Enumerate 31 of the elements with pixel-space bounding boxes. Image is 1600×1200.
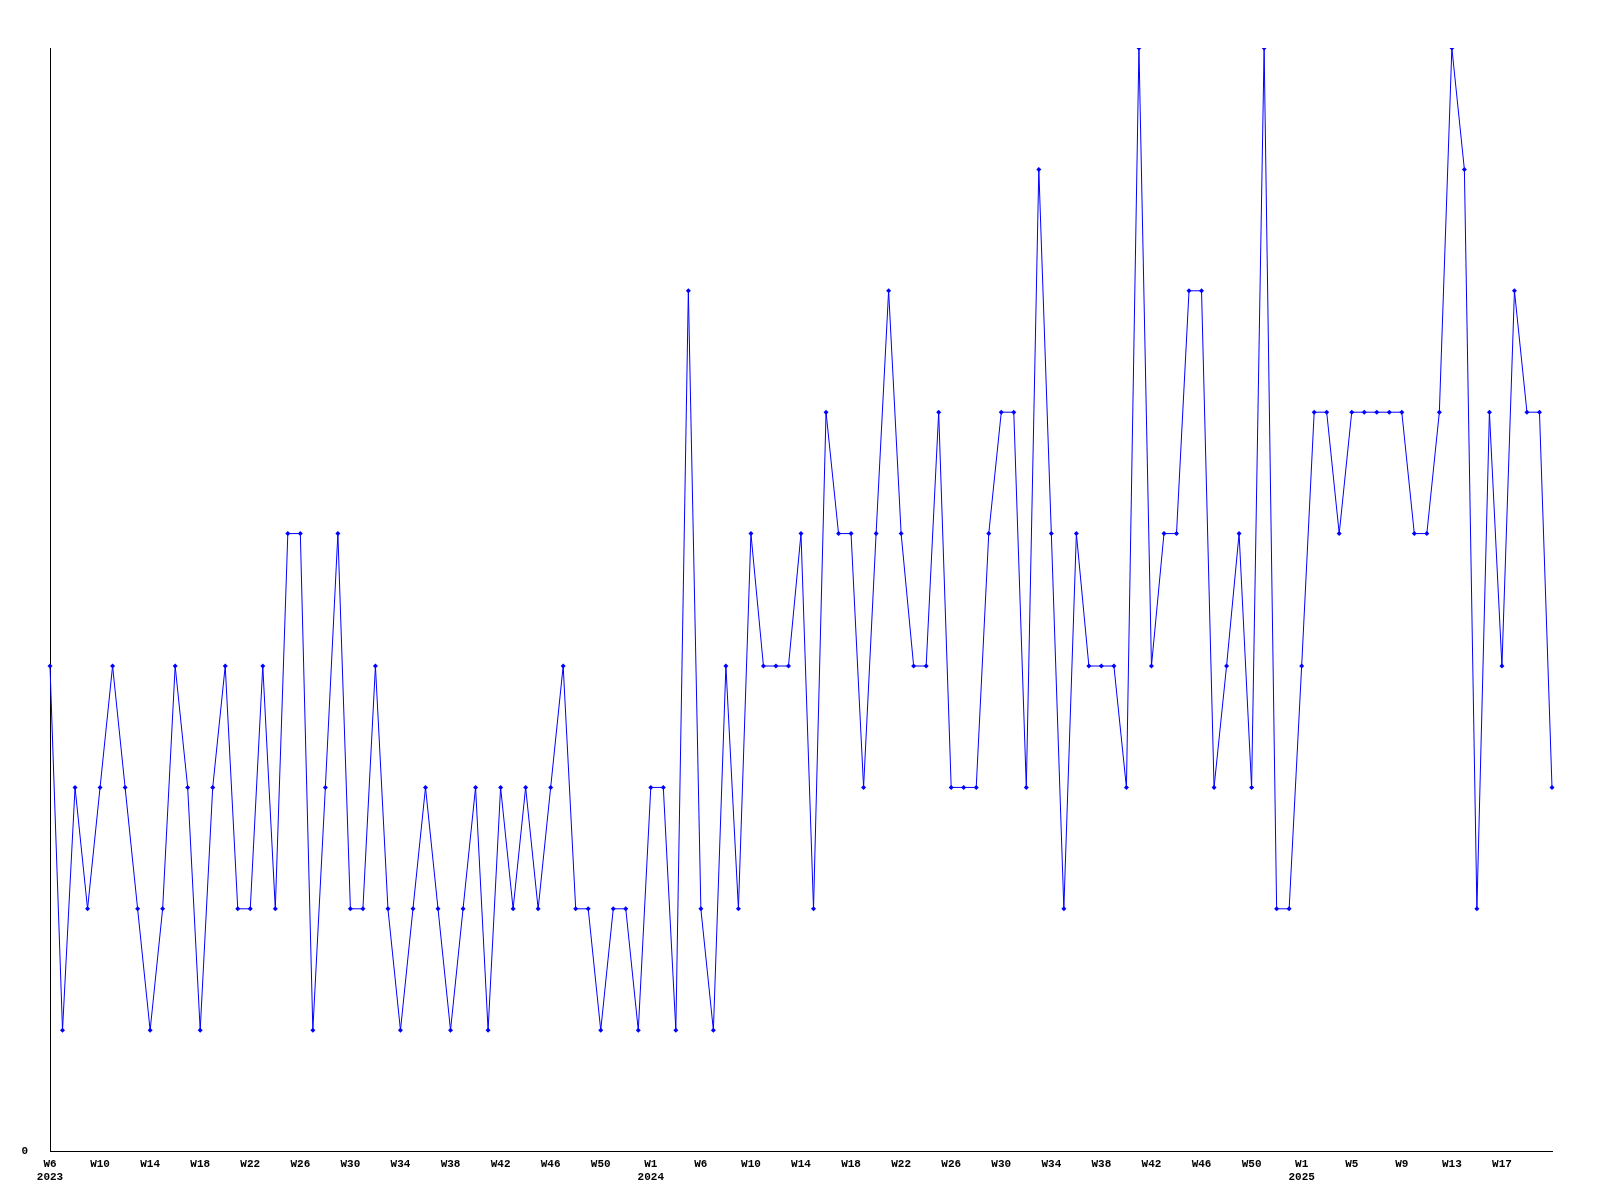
x-tick-label: W30 bbox=[991, 1157, 1012, 1170]
x-tick-label: W18 bbox=[190, 1157, 211, 1170]
x-tick-label: W34 bbox=[1041, 1157, 1062, 1170]
x-tick-label: W6 2023 bbox=[36, 1157, 64, 1184]
x-tick-label: W10 bbox=[90, 1157, 110, 1170]
x-tick-label: W14 bbox=[791, 1157, 812, 1170]
x-tick-label: W34 bbox=[390, 1157, 411, 1170]
x-tick-label: W22 bbox=[891, 1157, 912, 1170]
x-tick-label: W50 bbox=[590, 1157, 611, 1170]
x-tick-label: W50 bbox=[1241, 1157, 1262, 1170]
x-tick-label: W14 bbox=[140, 1157, 161, 1170]
x-tick-label: W17 bbox=[1492, 1157, 1512, 1170]
x-tick-label: W6 bbox=[694, 1157, 708, 1170]
x-tick-label: W46 bbox=[1191, 1157, 1212, 1170]
x-tick-label: W26 bbox=[290, 1157, 311, 1170]
x-tick-label: W9 bbox=[1395, 1157, 1409, 1170]
x-tick-label: W22 bbox=[240, 1157, 261, 1170]
x-tick-label: W1 2025 bbox=[1288, 1157, 1316, 1184]
x-tick-label: W13 bbox=[1441, 1157, 1463, 1170]
x-tick-label: W46 bbox=[540, 1157, 561, 1170]
x-tick-label: W1 2024 bbox=[637, 1157, 665, 1184]
x-tick-label: W42 bbox=[490, 1157, 511, 1170]
x-tick-label: W38 bbox=[440, 1157, 461, 1170]
x-tick-label: W38 bbox=[1091, 1157, 1112, 1170]
text: 0 bbox=[21, 1145, 28, 1158]
x-tick-label: W42 bbox=[1141, 1157, 1162, 1170]
x-tick-label: W18 bbox=[841, 1157, 862, 1170]
x-tick-label: W10 bbox=[741, 1157, 761, 1170]
x-tick-label: W30 bbox=[340, 1157, 361, 1170]
x-tick-label: W26 bbox=[941, 1157, 962, 1170]
x-tick-label: W5 bbox=[1345, 1157, 1359, 1170]
